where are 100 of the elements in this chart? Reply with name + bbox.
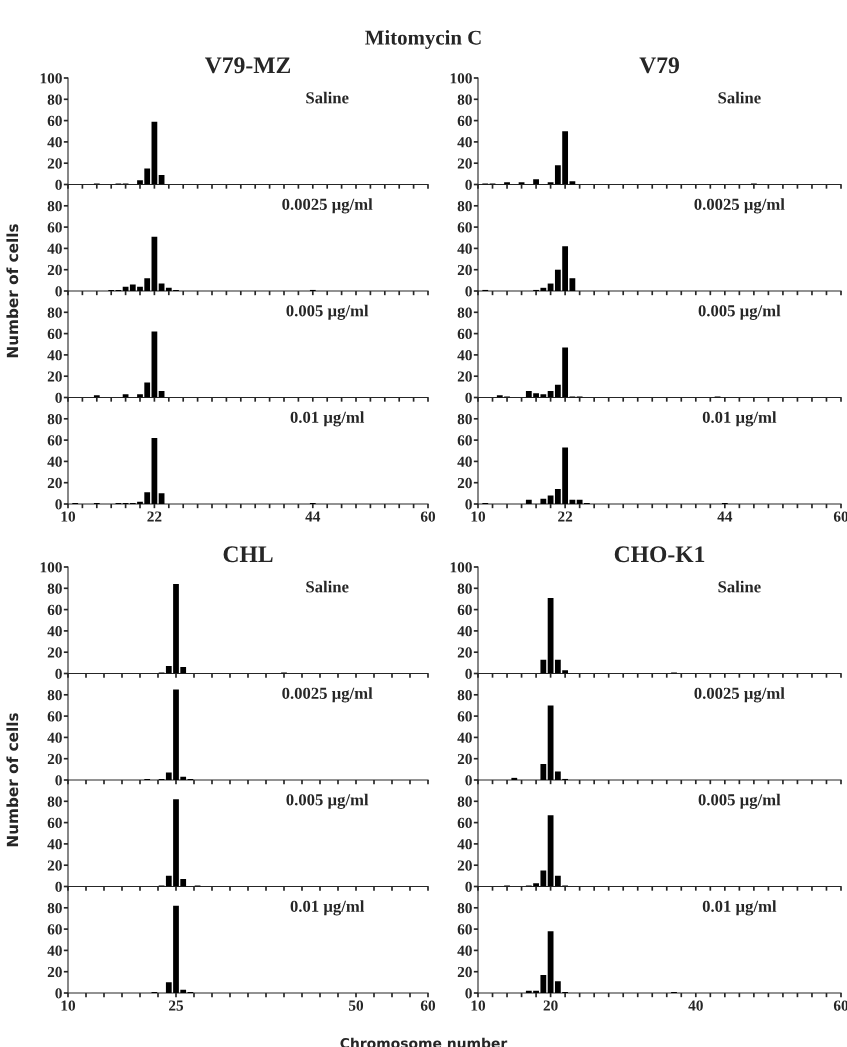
y-tick-label: 80 <box>47 583 62 594</box>
x-tick-label: 10 <box>471 1000 486 1011</box>
x-tick-label: 25 <box>169 1000 184 1011</box>
y-tick-label: 0 <box>55 499 62 510</box>
bar <box>504 182 510 185</box>
y-tick-label: 80 <box>47 94 62 105</box>
bar <box>158 493 165 504</box>
y-tick-label: 60 <box>457 924 472 935</box>
y-tick-label: 80 <box>457 413 472 425</box>
y-tick-label: 60 <box>47 435 62 446</box>
annotation: 0.0025 µg/ml <box>282 198 373 214</box>
y-tick-label: 60 <box>457 222 472 233</box>
annotation: Saline <box>718 91 761 104</box>
y-tick-label: 80 <box>47 307 62 318</box>
y-tick-label: 20 <box>457 753 472 765</box>
y-tick-label: 40 <box>47 732 62 743</box>
annotation: Saline <box>718 580 761 593</box>
y-tick-label: 60 <box>457 328 472 340</box>
annotation: 0.0025 µg/ml <box>694 198 785 214</box>
bar <box>533 179 539 185</box>
bar <box>540 498 547 504</box>
y-tick-label: 40 <box>47 839 62 850</box>
y-tick-label: 20 <box>47 647 62 658</box>
y-tick-label: 20 <box>47 264 62 276</box>
y-tick-label: 60 <box>47 115 62 127</box>
annotation: 0.0025 µg/ml <box>282 687 373 703</box>
annotation: 0.0025 µg/ml <box>694 687 785 703</box>
y-tick-label: 40 <box>457 839 472 850</box>
y-tick-label: 0 <box>55 668 62 679</box>
y-tick-label: 40 <box>457 626 472 637</box>
y-tick-label: 20 <box>47 860 62 871</box>
x-tick-label: 20 <box>543 1000 558 1011</box>
annotation: 0.01 µg/ml <box>290 900 365 916</box>
y-tick-label: 0 <box>55 775 62 786</box>
y-tick-label: 100 <box>450 562 472 573</box>
y-tick-label: 40 <box>47 945 62 956</box>
y-tick-label: 60 <box>47 711 62 722</box>
y-tick-label: 40 <box>47 137 62 148</box>
y-tick-label: 20 <box>47 371 62 382</box>
y-tick-label: 20 <box>457 860 472 871</box>
y-tick-label: 0 <box>55 881 62 892</box>
y-tick-label: 40 <box>47 350 62 361</box>
y-tick-label: 0 <box>55 286 62 297</box>
y-tick-label: 60 <box>457 817 472 829</box>
chart-title: CHO-K1 <box>614 546 705 563</box>
y-tick-label: 20 <box>457 477 472 489</box>
y-tick-label: 60 <box>47 924 62 935</box>
x-tick-label: 40 <box>688 1000 703 1011</box>
y-tick-label: 20 <box>47 158 62 169</box>
y-tick-label: 40 <box>47 243 62 254</box>
y-tick-label: 60 <box>47 222 62 233</box>
annotation: 0.005 µg/ml <box>698 304 781 320</box>
annotation: Saline <box>306 580 349 593</box>
x-tick-label: 60 <box>420 1000 436 1011</box>
y-tick-label: 40 <box>457 945 472 956</box>
y-tick-label: 40 <box>457 243 472 254</box>
y-tick-label: 0 <box>465 775 472 786</box>
y-tick-label: 100 <box>40 562 62 573</box>
y-tick-label: 80 <box>457 583 472 594</box>
y-tick-label: 80 <box>47 200 62 212</box>
y-tick-label: 60 <box>457 604 472 616</box>
annotation: 0.005 µg/ml <box>698 793 781 809</box>
y-tick-label: 60 <box>47 328 62 340</box>
annotation: 0.01 µg/ml <box>290 411 365 427</box>
y-tick-label: 20 <box>457 647 472 658</box>
y-tick-label: 0 <box>55 179 62 190</box>
x-tick-label: 10 <box>61 1000 76 1011</box>
y-tick-label: 60 <box>457 435 472 446</box>
y-tick-label: 60 <box>457 115 472 127</box>
annotation: 0.005 µg/ml <box>286 793 369 809</box>
y-tick-label: 0 <box>55 392 62 403</box>
y-tick-label: 0 <box>465 881 472 892</box>
x-tick-label: 44 <box>717 511 733 522</box>
chart-title: CHL <box>223 546 273 563</box>
y-tick-label: 0 <box>465 499 472 510</box>
x-tick-label: 10 <box>61 511 76 522</box>
y-tick-label: 80 <box>457 307 472 318</box>
y-tick-label: 100 <box>450 73 472 84</box>
bar <box>540 764 547 780</box>
chart-title: V79 <box>639 57 679 74</box>
y-tick-label: 0 <box>465 179 472 190</box>
y-tick-label: 0 <box>465 286 472 297</box>
y-tick-label: 20 <box>47 966 62 978</box>
y-tick-label: 80 <box>47 796 62 807</box>
y-tick-label: 20 <box>457 371 472 382</box>
x-tick-label: 22 <box>558 511 573 522</box>
y-tick-label: 40 <box>457 732 472 743</box>
y-tick-label: 40 <box>457 137 472 148</box>
bar <box>511 777 518 780</box>
y-tick-label: 20 <box>457 264 472 276</box>
y-tick-label: 60 <box>457 711 472 722</box>
y-tick-label: 80 <box>47 689 62 701</box>
y-tick-label: 20 <box>47 753 62 765</box>
y-tick-label: 60 <box>47 817 62 829</box>
y-tick-label: 80 <box>457 94 472 105</box>
y-tick-label: 100 <box>40 73 62 84</box>
y-tick-label: 80 <box>457 689 472 701</box>
y-tick-label: 20 <box>457 966 472 978</box>
y-tick-label: 20 <box>457 158 472 169</box>
bar <box>525 499 532 504</box>
